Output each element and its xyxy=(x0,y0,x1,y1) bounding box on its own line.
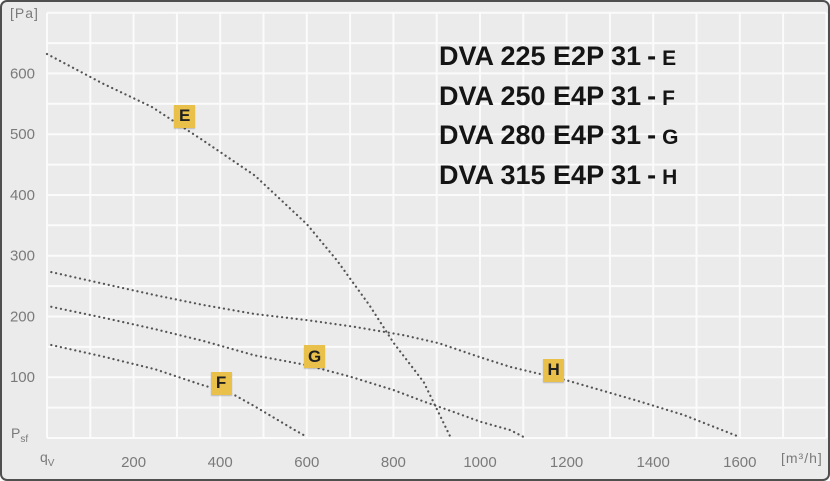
legend-model: DVA 250 E4P 31 xyxy=(439,80,642,111)
x-axis-quantity-label: qV xyxy=(40,449,55,469)
svg-text:400: 400 xyxy=(208,454,233,471)
legend: DVA 225 E2P 31- E DVA 250 E4P 31- F DVA 28… xyxy=(439,38,678,196)
legend-model: DVA 280 E4P 31 xyxy=(439,120,642,151)
svg-text:200: 200 xyxy=(121,454,146,471)
legend-code: E xyxy=(662,47,677,70)
svg-text:200: 200 xyxy=(10,309,35,326)
legend-code: H xyxy=(662,165,678,189)
svg-text:1400: 1400 xyxy=(637,454,670,471)
legend-separator: - xyxy=(647,120,657,151)
svg-text:1200: 1200 xyxy=(550,454,583,471)
curve-label-E: E xyxy=(174,104,196,128)
legend-item-H: DVA 315 E4P 31- H xyxy=(439,157,678,197)
legend-code: F xyxy=(662,86,675,110)
y-axis-quantity-label: Psf xyxy=(11,425,29,445)
svg-text:800: 800 xyxy=(381,454,406,471)
curve-label-F: F xyxy=(210,371,232,395)
svg-text:500: 500 xyxy=(10,126,35,143)
curve-label-H: H xyxy=(543,358,565,382)
svg-text:600: 600 xyxy=(294,454,319,471)
x-axis-unit-label: [m³/h] xyxy=(781,450,823,466)
svg-text:1000: 1000 xyxy=(463,454,496,471)
legend-item-E: DVA 225 E2P 31- E xyxy=(439,38,678,78)
y-axis-unit-label: [Pa] xyxy=(10,5,39,21)
legend-item-F: DVA 250 E4P 31- F xyxy=(439,78,678,118)
legend-separator: - xyxy=(647,159,657,190)
svg-text:600: 600 xyxy=(10,65,35,82)
svg-text:300: 300 xyxy=(10,248,35,265)
legend-model: DVA 225 E2P 31 xyxy=(439,41,642,71)
curve-label-G: G xyxy=(304,345,326,369)
legend-separator: - xyxy=(647,80,657,111)
legend-item-G: DVA 280 E4P 31- G xyxy=(439,117,678,157)
legend-model: DVA 315 E4P 31 xyxy=(439,159,642,190)
svg-text:100: 100 xyxy=(10,369,35,386)
legend-separator: - xyxy=(647,41,657,71)
legend-code: G xyxy=(662,126,679,150)
svg-text:400: 400 xyxy=(10,187,35,204)
svg-text:1600: 1600 xyxy=(723,454,756,471)
